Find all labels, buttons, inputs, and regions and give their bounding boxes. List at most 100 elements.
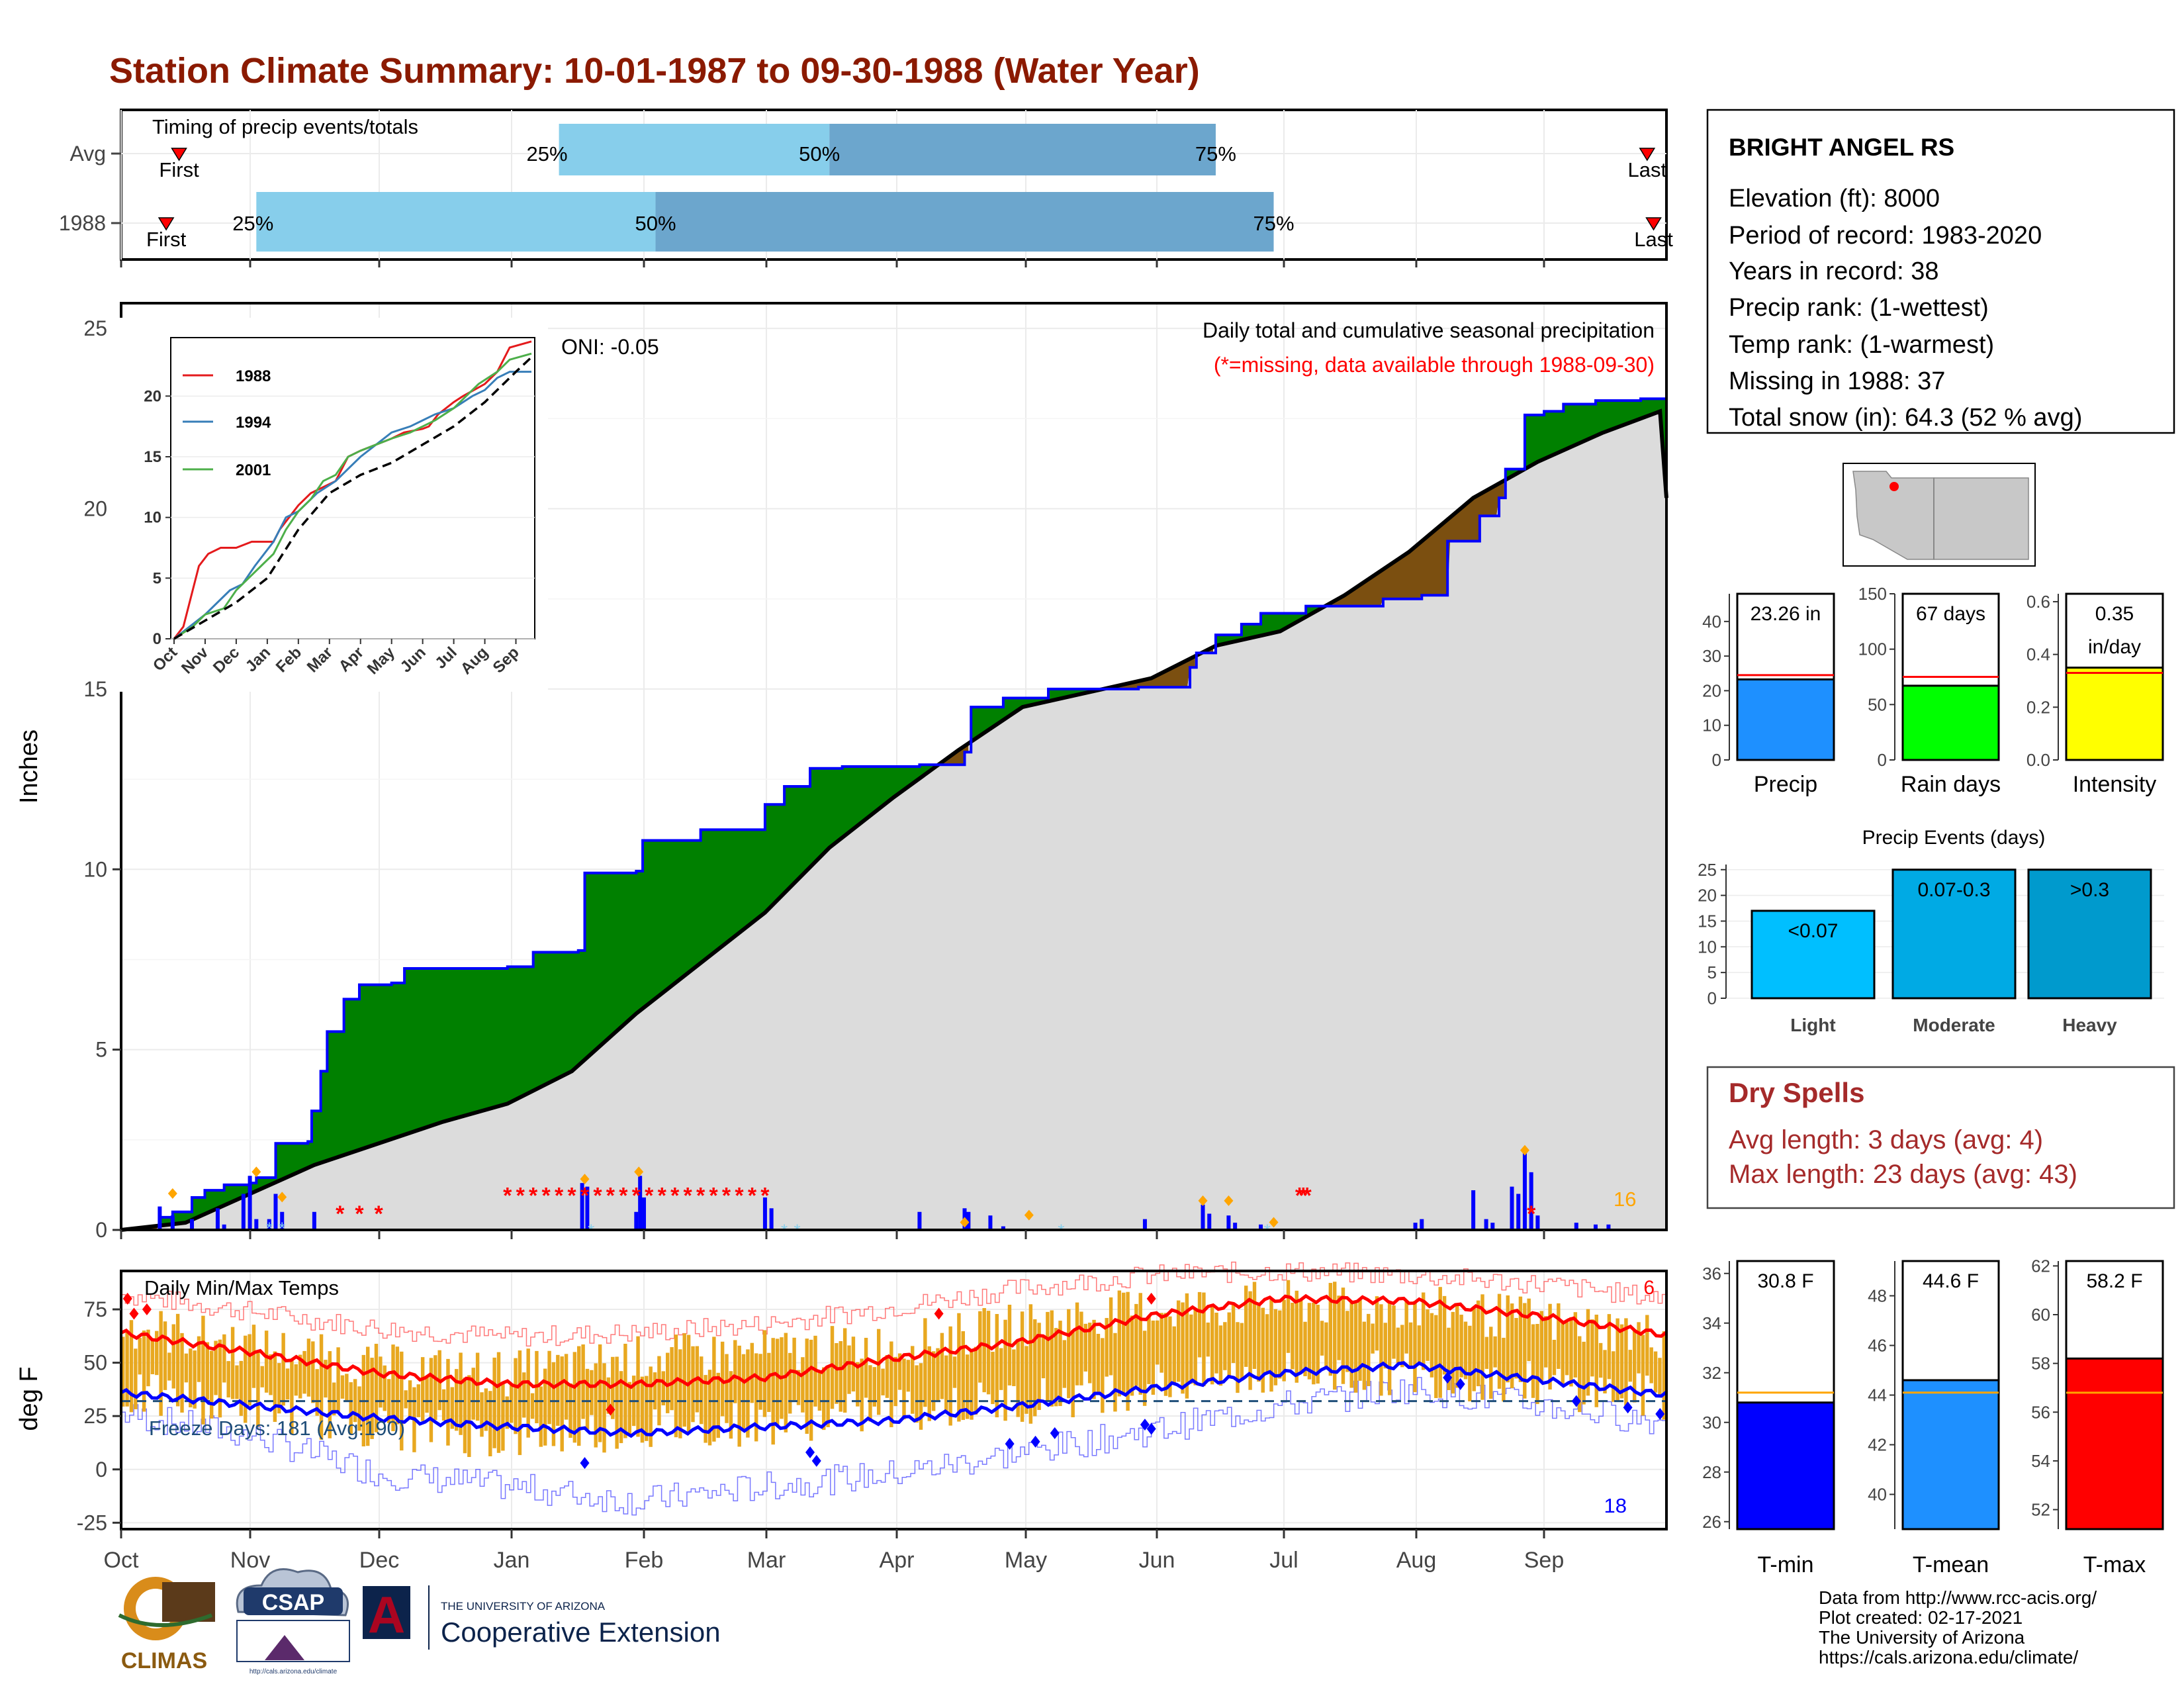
daily-temp-bar <box>737 1345 741 1447</box>
daily-temp-bar <box>957 1313 961 1422</box>
daily-temp-bar <box>691 1346 695 1423</box>
daily-temp-bar <box>754 1353 758 1442</box>
events-category-label: Light <box>1790 1015 1835 1035</box>
daily-temp-bar <box>889 1341 893 1428</box>
footer-line-3: The University of Arizona <box>1819 1627 2025 1648</box>
daily-temp-bar <box>256 1350 260 1427</box>
daily-precip-bar <box>1233 1223 1238 1230</box>
daily-temp-bar <box>285 1368 290 1400</box>
record-day-marker <box>1224 1195 1234 1206</box>
daily-temp-bar <box>539 1386 543 1447</box>
daily-temp-bar <box>171 1324 175 1389</box>
precip-events-chart: Precip Events (days) 0 5 10 15 20 25 <0.07 Ligh… <box>1698 827 2164 1035</box>
daily-temp-bar <box>441 1389 446 1421</box>
daily-temp-bar <box>1506 1295 1510 1383</box>
timing-panel: Timing of precip events/totals Avg 1988 … <box>59 109 1673 261</box>
daily-temp-bar <box>1096 1333 1101 1394</box>
missing-day-marker: * <box>542 1184 551 1209</box>
daily-temp-bar <box>121 1336 125 1407</box>
daily-temp-bar <box>1332 1282 1337 1390</box>
record-day-marker <box>277 1192 287 1203</box>
cumulative-1988-line <box>121 391 1668 1231</box>
daily-temp-bar <box>1138 1293 1142 1395</box>
daily-temp-bar <box>999 1348 1003 1390</box>
daily-precip-bar <box>248 1176 252 1230</box>
daily-temp-bar <box>619 1371 623 1444</box>
cold-day-marker <box>1146 1423 1156 1435</box>
summary-bar-charts: 0 10 20 30 40 23.26 in Precip 0 50 100 150 67 days R… <box>1702 584 2164 797</box>
daily-temp-bar <box>1353 1303 1358 1393</box>
month-xtick-label: Jun <box>1139 1548 1175 1573</box>
daily-temp-bar <box>952 1356 957 1388</box>
station-name: BRIGHT ANGEL RS <box>1729 134 1954 161</box>
daily-temp-bar <box>1582 1341 1586 1405</box>
daily-temp-bar <box>750 1342 754 1403</box>
timing-avg-p75: 75% <box>1195 142 1236 165</box>
daily-temp-bar <box>1480 1294 1484 1400</box>
daily-temp-bar <box>230 1327 235 1399</box>
daily-temp-bar <box>1430 1313 1434 1378</box>
summary-bar-tick-label: 100 <box>1858 639 1887 659</box>
daily-temp-bar <box>1058 1321 1062 1407</box>
daily-temp-bar <box>518 1350 522 1456</box>
daily-temp-bar <box>1079 1311 1083 1385</box>
temp-ytick-label: 0 <box>95 1458 107 1481</box>
timing-1988-last: Last <box>1634 228 1673 251</box>
daily-temp-bar <box>661 1371 666 1406</box>
climas-logo: CLIMAS <box>118 1577 215 1673</box>
university-of-arizona-logo: A THE UNIVERSITY OF ARIZONA Cooperative … <box>363 1585 721 1650</box>
month-xtick-label: Feb <box>625 1548 664 1573</box>
inset-series-line <box>173 371 531 640</box>
daily-temp-bar <box>762 1330 767 1417</box>
station-precip-rank: Precip rank: (1-wettest) <box>1729 294 1989 322</box>
daily-temp-bar <box>1514 1317 1518 1379</box>
footer-line-1: Data from http://www.rcc-acis.org/ <box>1819 1587 2097 1608</box>
daily-temp-bar <box>645 1376 649 1441</box>
daily-temp-bar <box>805 1338 809 1434</box>
daily-temp-bar <box>1197 1291 1202 1358</box>
daily-precip-bar <box>580 1183 584 1230</box>
daily-temp-bar <box>1358 1298 1362 1381</box>
daily-temp-bar <box>239 1360 244 1416</box>
missing-day-marker: * <box>593 1184 602 1209</box>
quartile-bar-50-75 <box>655 192 1274 252</box>
daily-temp-bar <box>480 1392 484 1437</box>
daily-temp-bar <box>1413 1301 1417 1393</box>
record-day-marker <box>580 1174 590 1185</box>
daily-temp-bar <box>336 1347 340 1414</box>
daily-temp-bar <box>349 1382 353 1435</box>
summary-bar-value-label: 58.2 F <box>2086 1270 2142 1292</box>
missing-day-marker: * <box>670 1184 680 1209</box>
avg-tmin-line <box>120 1361 1668 1438</box>
daily-temp-bar <box>302 1350 306 1394</box>
svg-text:A: A <box>368 1585 405 1644</box>
daily-temp-bar <box>1193 1309 1197 1385</box>
daily-temp-bar <box>1248 1291 1252 1390</box>
daily-temp-bar <box>842 1328 847 1413</box>
inset-ytick-label: 20 <box>144 387 161 405</box>
summary-bar-value <box>1736 1401 1835 1530</box>
daily-temp-bar <box>294 1364 298 1396</box>
daily-temp-bar <box>175 1313 180 1407</box>
station-years: Years in record: 38 <box>1729 258 1939 285</box>
station-period: Period of record: 1983-2020 <box>1729 222 2042 250</box>
daily-temp-bar <box>927 1346 931 1421</box>
daily-temp-bar <box>1282 1299 1286 1382</box>
record-day-marker <box>167 1188 177 1199</box>
daily-temp-bar <box>1265 1314 1269 1374</box>
cold-day-marker <box>811 1454 821 1467</box>
missing-day-marker: * <box>580 1184 590 1209</box>
daily-temp-bar <box>1291 1303 1295 1370</box>
events-ytick-label: 15 <box>1698 911 1717 931</box>
quartile-bar-25-50 <box>559 124 830 175</box>
daily-temp-bar <box>982 1308 986 1393</box>
daily-temp-bar <box>1649 1347 1653 1383</box>
inset-legend-label: 2001 <box>236 461 271 479</box>
timing-1988-p25: 25% <box>232 212 273 235</box>
daily-temp-bar <box>1189 1314 1193 1384</box>
missing-day-marker: * <box>375 1201 384 1227</box>
daily-temp-bar <box>893 1356 897 1407</box>
cold-day-marker <box>1005 1438 1015 1450</box>
record-day-marker <box>1269 1217 1279 1228</box>
daily-temp-bar <box>264 1331 269 1393</box>
